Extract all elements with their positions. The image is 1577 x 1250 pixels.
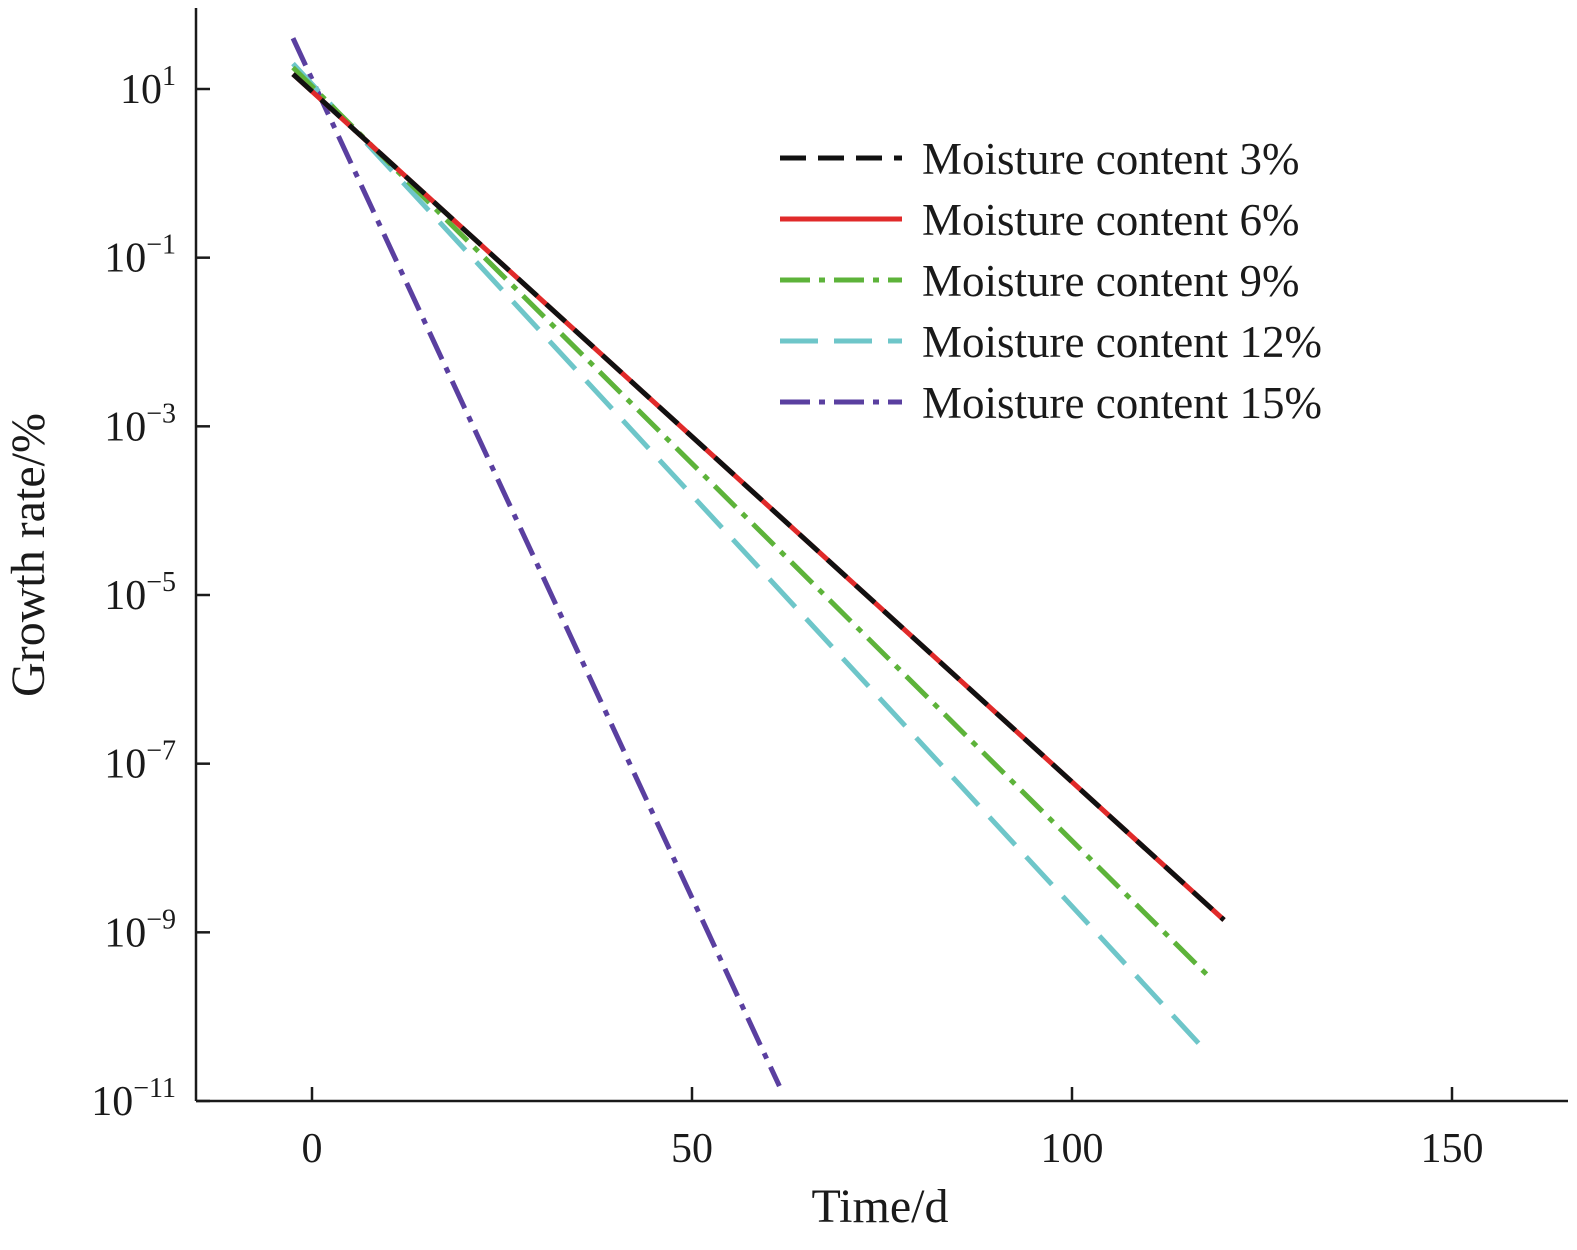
axes: 0 50 100 150 101 10−1 10−3 10−5 10−7 10−9 10−11	[91, 8, 1568, 1172]
x-tick-label: 100	[1041, 1126, 1104, 1172]
x-axis-title: Time/d	[812, 1180, 949, 1233]
x-tick-label: 0	[302, 1126, 323, 1172]
y-tick-label: 10−11	[91, 1073, 176, 1125]
x-tick-label: 50	[671, 1126, 713, 1172]
y-axis-title: Growth rate/%	[2, 413, 55, 697]
legend-label-2: Moisture content 6%	[922, 195, 1299, 245]
y-tick-label: 10−5	[104, 567, 176, 619]
legend-label-4: Moisture content 12%	[922, 317, 1322, 367]
series-line-5	[290, 37, 782, 1088]
y-tick-label: 10−9	[104, 904, 176, 956]
y-tick-label: 10−3	[104, 398, 176, 450]
series-layer	[290, 37, 1226, 1088]
legend-label-1: Moisture content 3%	[922, 134, 1299, 184]
series-line-1	[291, 72, 1226, 922]
legend: Moisture content 3% Moisture content 6% Mo…	[780, 134, 1322, 428]
y-tick-label: 10−7	[104, 736, 176, 788]
x-tick-label: 150	[1421, 1126, 1484, 1172]
y-tick-label: 10−1	[104, 230, 176, 282]
y-tick-label: 101	[120, 61, 176, 113]
series-line-4	[291, 61, 1207, 1052]
legend-label-3: Moisture content 9%	[922, 256, 1299, 306]
legend-label-5: Moisture content 15%	[922, 378, 1322, 428]
